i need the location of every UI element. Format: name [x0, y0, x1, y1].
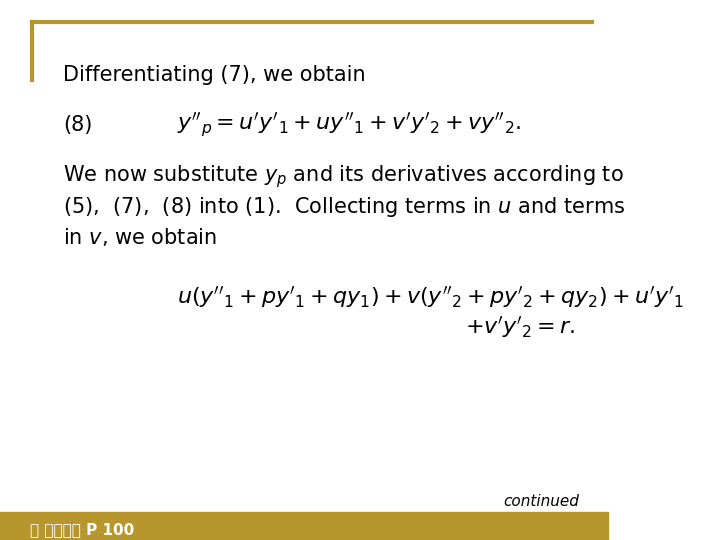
Text: $y''_p = u'y'_1 + uy''_1 + v'y'_2 + vy''_2.$: $y''_p = u'y'_1 + uy''_1 + v'y'_2 + vy''…	[177, 111, 522, 139]
Text: $+ v'y'_2 = r.$: $+ v'y'_2 = r.$	[465, 314, 575, 340]
Text: We now substitute $y_p$ and its derivatives according to: We now substitute $y_p$ and its derivati…	[63, 164, 624, 191]
Bar	[0, 512, 608, 540]
Text: $u(y''_1 + py'_1 + qy_1) + v(y''_2 + py'_2 + qy_2) + u'y'_1$: $u(y''_1 + py'_1 + qy_1) + v(y''_2 + py'…	[177, 284, 684, 310]
Text: in $v$, we obtain: in $v$, we obtain	[63, 226, 217, 248]
Text: Differentiating (7), we obtain: Differentiating (7), we obtain	[63, 65, 366, 85]
Text: ⓘ 歐亞書局 P 100: ⓘ 歐亞書局 P 100	[30, 523, 135, 537]
Text: continued: continued	[503, 495, 579, 510]
Text: (5),  (7),  (8) into (1).  Collecting terms in $u$ and terms: (5), (7), (8) into (1). Collecting terms…	[63, 195, 626, 219]
Text: (8): (8)	[63, 115, 93, 135]
